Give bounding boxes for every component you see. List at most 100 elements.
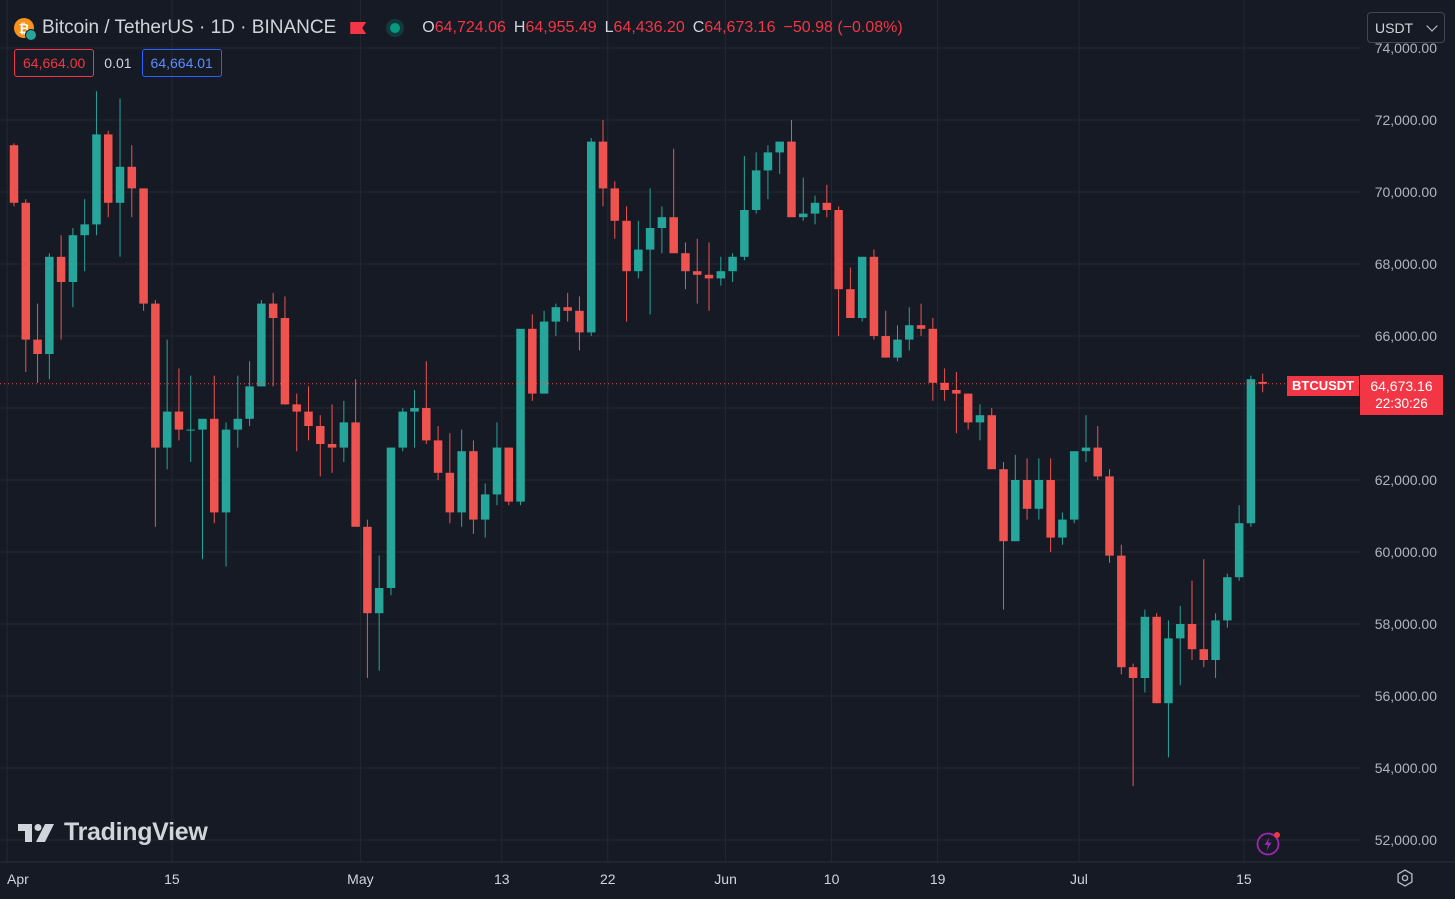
candle — [1211, 613, 1220, 678]
price-tick-label: 68,000.00 — [1375, 256, 1437, 272]
candle-body — [327, 444, 337, 448]
grid-lines — [0, 0, 1360, 862]
candle — [151, 300, 160, 527]
candle-body — [1105, 476, 1114, 556]
market-status-icon[interactable] — [390, 23, 401, 33]
candle-body — [433, 440, 443, 473]
low-label: L — [604, 19, 614, 36]
candle — [56, 235, 66, 340]
candle — [610, 181, 620, 239]
candle-body — [151, 303, 160, 448]
tradingview-logo[interactable]: TradingView — [18, 818, 208, 847]
candle-body — [68, 235, 78, 282]
candle-body — [257, 303, 266, 387]
candle-body — [186, 429, 195, 431]
candle — [280, 296, 290, 405]
candle — [987, 408, 996, 470]
candle-body — [586, 141, 596, 333]
candle — [268, 292, 278, 387]
settings-icon[interactable] — [1396, 869, 1414, 887]
candle-body — [1246, 379, 1256, 524]
candle — [1117, 544, 1126, 675]
candle — [810, 195, 820, 225]
price-tick-label: 70,000.00 — [1375, 184, 1437, 200]
candle — [292, 393, 301, 452]
date-tick-label: 13 — [494, 871, 510, 887]
candle-body — [1223, 577, 1232, 621]
candle-body — [9, 145, 19, 203]
last-price-value: 64,673.16 — [1370, 378, 1433, 394]
candle-body — [504, 447, 514, 502]
candle-body — [716, 271, 726, 279]
symbol-title[interactable]: Bitcoin / TetherUS · 1D · BINANCE — [42, 17, 337, 38]
candle-body — [115, 166, 125, 203]
candle-body — [492, 447, 502, 495]
candle-body — [669, 217, 678, 254]
candle-body — [1034, 480, 1044, 509]
candle — [634, 220, 643, 279]
candle — [162, 339, 172, 470]
candle — [716, 256, 726, 286]
candle-body — [916, 325, 926, 329]
candle-body — [351, 422, 360, 527]
candle-body — [704, 274, 714, 279]
quote-row: 64,664.00 0.01 64,664.01 — [14, 49, 222, 77]
candle-body — [1081, 447, 1091, 452]
flash-icon[interactable] — [1255, 830, 1281, 856]
candle — [410, 390, 419, 448]
candle-body — [610, 188, 620, 221]
candle — [386, 447, 396, 596]
bitcoin-icon: ₿ — [14, 18, 37, 41]
candle-body — [1175, 624, 1185, 639]
candle-body — [139, 188, 148, 304]
candle-body — [881, 336, 890, 358]
spread-value: 0.01 — [104, 55, 132, 71]
date-tick-label: Jul — [1070, 871, 1088, 887]
date-tick-label: 10 — [824, 871, 840, 887]
candle — [327, 404, 337, 473]
candle — [174, 368, 184, 441]
buy-button[interactable]: 64,664.01 — [141, 49, 222, 77]
candle — [21, 199, 31, 372]
candle — [1175, 606, 1185, 686]
candle — [257, 300, 266, 387]
candle — [1093, 426, 1103, 480]
candle-body — [33, 339, 42, 354]
candle-body — [987, 415, 996, 470]
currency-select[interactable]: USDT — [1367, 12, 1445, 43]
candle — [1234, 505, 1244, 581]
sell-button[interactable]: 64,664.00 — [14, 49, 95, 77]
close-value: 64,673.16 — [704, 19, 776, 36]
candle-body — [539, 321, 549, 394]
candle — [1223, 573, 1232, 628]
candle-body — [386, 447, 396, 588]
candle — [115, 98, 125, 257]
candle-body — [1128, 667, 1138, 678]
candle-body — [905, 325, 914, 340]
date-tick-label: May — [347, 871, 373, 887]
candle — [1187, 580, 1197, 660]
candle — [1011, 454, 1020, 542]
candle — [457, 429, 466, 527]
tradingview-logo-icon — [18, 823, 54, 842]
candle-body — [445, 472, 455, 513]
candle — [916, 303, 926, 336]
candle — [363, 519, 372, 678]
time-axis[interactable]: Apr 15 May 13 22 Jun 10 19 Jul 15 — [0, 861, 1455, 887]
candle-body — [999, 469, 1008, 542]
candle — [999, 462, 1008, 610]
candle-body — [469, 451, 478, 520]
candle-body — [799, 213, 808, 218]
candle — [433, 426, 443, 480]
candle — [374, 555, 384, 671]
candle — [233, 375, 243, 448]
candle-body — [657, 217, 667, 228]
flag-icon[interactable] — [350, 22, 367, 34]
candle — [1246, 375, 1256, 527]
candle — [80, 199, 89, 272]
price-axis[interactable]: 52,000.00 54,000.00 56,000.00 58,000.00 60,0… — [1375, 40, 1437, 848]
candle — [210, 375, 219, 524]
